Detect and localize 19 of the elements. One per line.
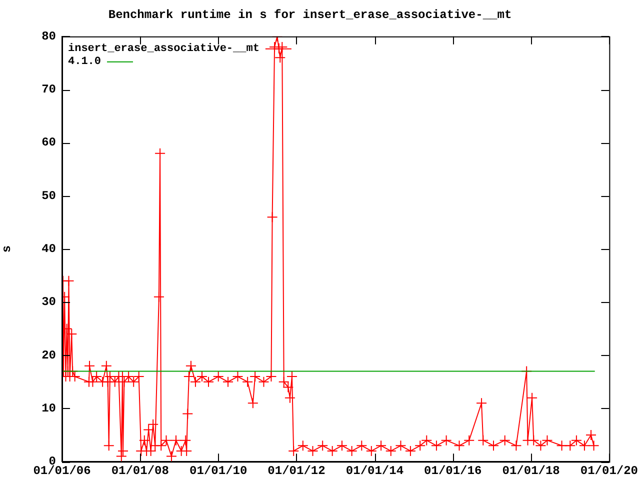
- x-tick-label: 01/01/08: [111, 464, 169, 478]
- x-tick-label: 01/01/14: [346, 464, 404, 478]
- x-tick-label: 01/01/18: [502, 464, 560, 478]
- legend-label: insert_erase_associative-__mt: [68, 43, 260, 56]
- x-tick-label: 01/01/20: [580, 464, 638, 478]
- chart-title: Benchmark runtime in s for insert_erase_associative-__mt: [108, 8, 512, 22]
- y-tick-label: 20: [42, 348, 56, 362]
- y-tick-label: 60: [42, 136, 56, 150]
- y-tick-label: 80: [42, 29, 56, 44]
- y-tick-label: 10: [42, 401, 56, 416]
- x-tick-label: 01/01/10: [190, 464, 248, 478]
- x-tick-label: 01/01/12: [268, 464, 326, 478]
- x-tick-label: 01/01/16: [424, 464, 482, 478]
- y-tick-label: 30: [42, 295, 56, 310]
- y-tick-label: 40: [42, 242, 56, 256]
- y-tick-label: 70: [42, 82, 56, 97]
- legend-label: 4.1.0: [68, 56, 102, 68]
- y-tick-label: 50: [42, 188, 56, 203]
- y-axis-title: s: [0, 245, 14, 253]
